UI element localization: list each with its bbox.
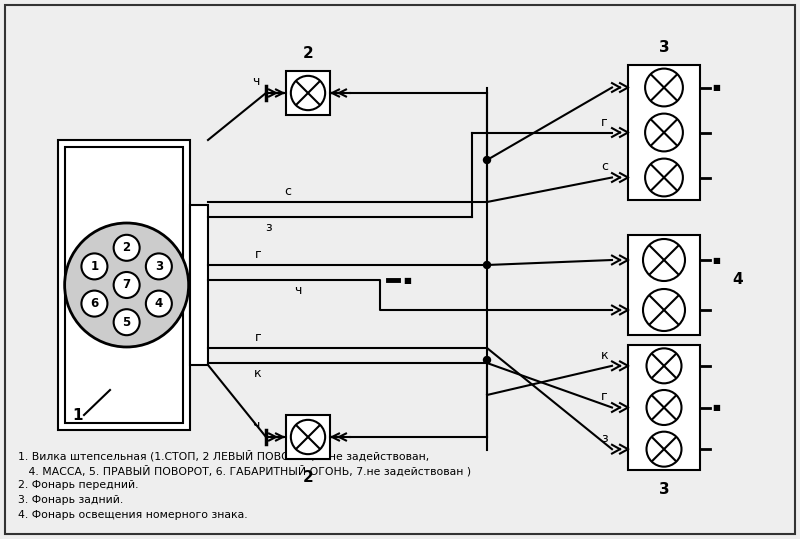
Text: г: г bbox=[254, 248, 262, 261]
Text: 4. МАССА, 5. ПРАВЫЙ ПОВОРОТ, 6. ГАБАРИТНЫЙ ОГОНЬ, 7.не задействован ): 4. МАССА, 5. ПРАВЫЙ ПОВОРОТ, 6. ГАБАРИТН… bbox=[18, 465, 471, 476]
Bar bbox=[58, 140, 190, 430]
Text: 1. Вилка штепсельная (1.СТОП, 2 ЛЕВЫЙ ПОВОРОТ, 3 не задействован,: 1. Вилка штепсельная (1.СТОП, 2 ЛЕВЫЙ ПО… bbox=[18, 450, 430, 461]
Text: с: с bbox=[601, 161, 608, 174]
Text: к: к bbox=[254, 367, 262, 380]
Text: с: с bbox=[285, 185, 291, 198]
Bar bbox=[628, 345, 700, 470]
Bar bbox=[628, 235, 700, 335]
Text: ■: ■ bbox=[403, 275, 411, 285]
Text: з: з bbox=[602, 432, 608, 445]
Text: 5: 5 bbox=[122, 316, 130, 329]
Text: 1: 1 bbox=[73, 407, 83, 423]
Text: 2: 2 bbox=[302, 45, 314, 60]
Bar bbox=[65, 147, 183, 423]
Text: з: з bbox=[265, 221, 271, 234]
Text: г: г bbox=[254, 331, 262, 344]
Circle shape bbox=[483, 261, 490, 268]
Circle shape bbox=[146, 291, 172, 316]
Circle shape bbox=[82, 253, 107, 279]
Bar bbox=[628, 65, 700, 200]
Text: г: г bbox=[602, 390, 608, 404]
Circle shape bbox=[483, 156, 490, 163]
Circle shape bbox=[146, 253, 172, 279]
Circle shape bbox=[483, 356, 490, 363]
Text: 1: 1 bbox=[90, 260, 98, 273]
Text: 3: 3 bbox=[658, 482, 670, 497]
Text: ч: ч bbox=[252, 419, 260, 432]
Text: 2: 2 bbox=[122, 241, 130, 254]
Bar bbox=[190, 205, 208, 365]
Text: к: к bbox=[600, 349, 608, 362]
Text: ■: ■ bbox=[712, 255, 720, 265]
Text: ■: ■ bbox=[712, 403, 720, 412]
Text: 3. Фонарь задний.: 3. Фонарь задний. bbox=[18, 495, 123, 505]
Text: 4. Фонарь освещения номерного знака.: 4. Фонарь освещения номерного знака. bbox=[18, 510, 248, 520]
Text: 2. Фонарь передний.: 2. Фонарь передний. bbox=[18, 480, 138, 490]
Circle shape bbox=[114, 272, 140, 298]
Circle shape bbox=[114, 235, 140, 261]
Text: г: г bbox=[602, 115, 608, 128]
Bar bbox=[286, 415, 330, 459]
Text: 6: 6 bbox=[90, 297, 98, 310]
Text: ч: ч bbox=[294, 284, 302, 297]
Text: 4: 4 bbox=[733, 273, 743, 287]
Text: 7: 7 bbox=[122, 279, 130, 292]
Text: ч: ч bbox=[252, 75, 260, 88]
Text: 2: 2 bbox=[302, 469, 314, 485]
Circle shape bbox=[82, 291, 107, 316]
Text: 3: 3 bbox=[658, 39, 670, 54]
Bar bbox=[286, 71, 330, 115]
Circle shape bbox=[65, 223, 189, 347]
Text: 3: 3 bbox=[154, 260, 163, 273]
Text: ■: ■ bbox=[712, 83, 720, 92]
Text: 4: 4 bbox=[154, 297, 163, 310]
Circle shape bbox=[114, 309, 140, 335]
